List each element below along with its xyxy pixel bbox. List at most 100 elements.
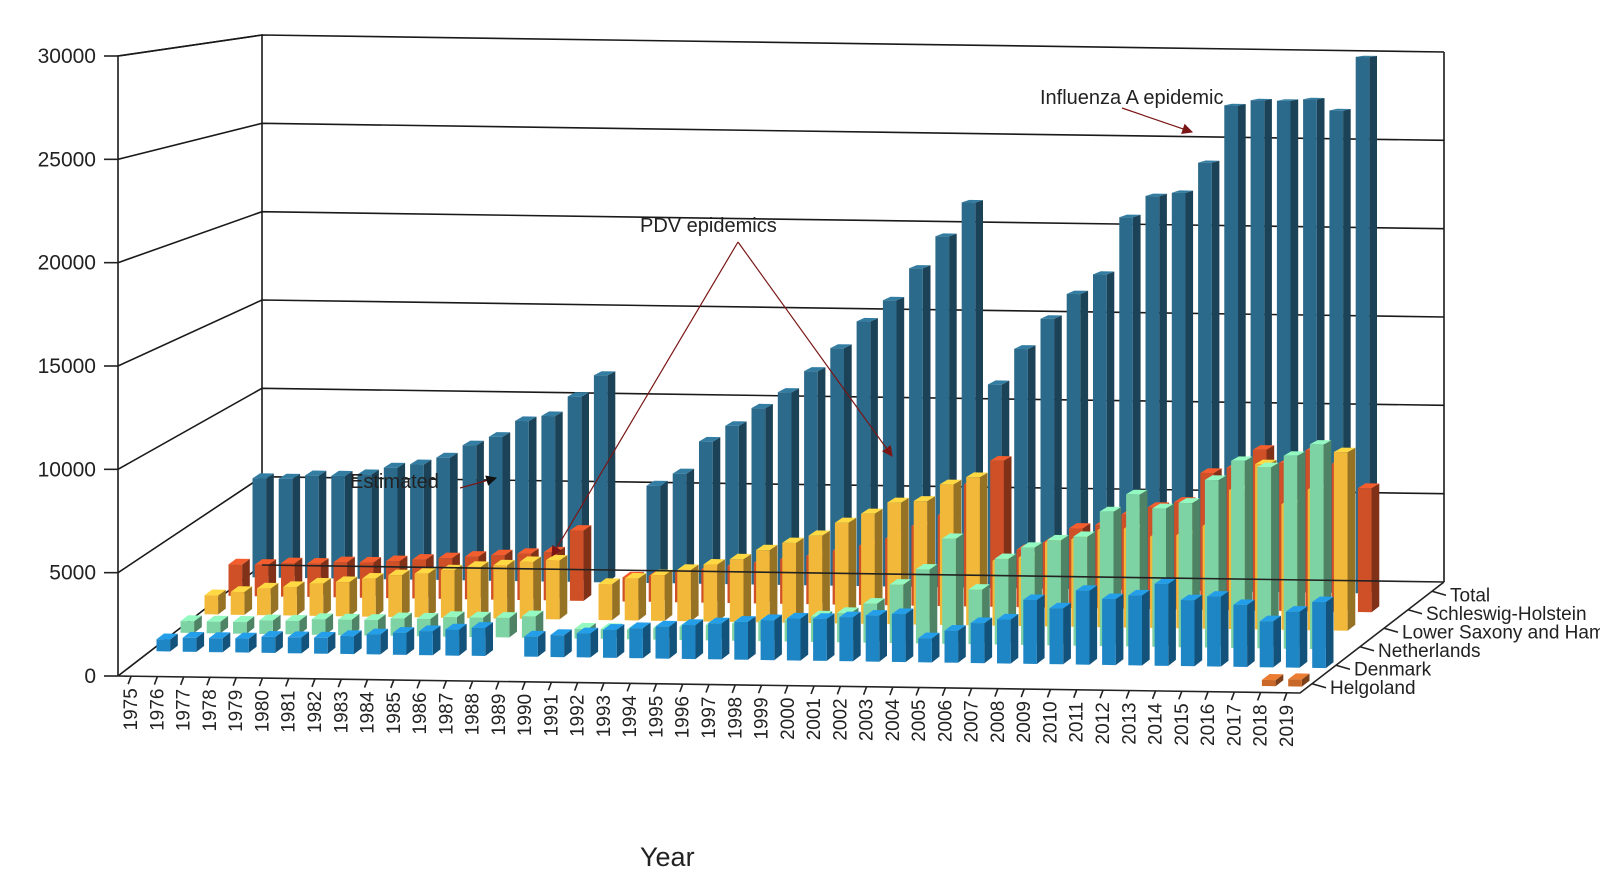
x-tick-mark	[967, 687, 973, 697]
x-tick-label: 2018	[1251, 704, 1272, 746]
x-tick-mark	[153, 676, 159, 685]
bar	[970, 617, 993, 664]
bar	[1180, 594, 1203, 667]
x-tick-label: 2004	[883, 699, 904, 742]
x-tick-label: 2010	[1041, 701, 1062, 743]
x-tick-label: 2002	[830, 698, 851, 740]
bar	[1102, 593, 1124, 666]
x-tick-mark	[836, 686, 842, 695]
pdv-arrow-2002	[737, 241, 893, 457]
x-tick-label: 1999	[752, 697, 773, 739]
bar	[1355, 55, 1377, 594]
bar	[235, 632, 257, 653]
x-tick-mark	[757, 684, 763, 694]
bar	[283, 581, 305, 616]
bar	[703, 559, 725, 622]
floor-back-edge	[261, 564, 1445, 583]
series-denmark	[156, 578, 1334, 669]
x-tick-mark	[1151, 690, 1157, 700]
bar	[204, 589, 226, 615]
x-tick-label: 1995	[647, 696, 668, 738]
bar	[646, 480, 668, 584]
x-tick-mark	[600, 682, 605, 692]
bar	[997, 613, 1019, 664]
bar	[410, 459, 432, 580]
bar	[839, 611, 861, 662]
x-tick-label: 1982	[305, 691, 326, 733]
bar	[942, 533, 964, 644]
x-tick-mark	[127, 675, 132, 685]
bar	[891, 608, 914, 663]
x-axis-ticks: 1975 1976 1977 1978 1979 1980 1981 1982 1983 1984…	[121, 675, 1298, 747]
bar	[1023, 594, 1045, 664]
x-tick-label: 2014	[1146, 702, 1167, 745]
bar	[681, 619, 704, 660]
bar	[1128, 589, 1150, 666]
x-tick-label: 1979	[226, 690, 247, 732]
bar	[230, 586, 253, 615]
bar	[786, 612, 809, 661]
bar	[1288, 673, 1310, 687]
x-tick-label: 1981	[279, 691, 300, 733]
x-tick-mark	[284, 678, 290, 687]
bar	[259, 614, 281, 635]
x-tick-mark	[179, 676, 185, 686]
bar	[209, 632, 231, 653]
bar	[1145, 193, 1167, 591]
x-tick-mark	[311, 678, 316, 688]
pdv-arrow-1992	[551, 241, 739, 557]
x-tick-label: 1977	[174, 689, 195, 731]
x-tick-mark	[810, 685, 815, 695]
x-tick-label: 1987	[436, 693, 457, 735]
bar	[915, 564, 938, 644]
bar	[419, 625, 441, 656]
x-tick-mark	[521, 681, 526, 691]
y-tick-label: 10000	[38, 458, 96, 481]
x-tick-mark	[468, 680, 474, 690]
x-tick-label: 2008	[988, 701, 1009, 743]
bar	[760, 614, 782, 661]
x-tick-label: 1998	[725, 697, 746, 739]
x-tick-label: 2019	[1277, 705, 1298, 747]
bar	[383, 462, 406, 580]
x-tick-mark	[547, 681, 553, 691]
x-tick-mark	[416, 680, 421, 689]
bar	[311, 613, 334, 635]
x-tick-mark	[915, 687, 920, 696]
bar	[331, 470, 353, 579]
x-tick-label: 1996	[673, 696, 694, 738]
estimated-arrow	[459, 475, 498, 489]
x-tick-label: 1986	[410, 692, 431, 734]
x-tick-mark	[784, 685, 789, 694]
x-tick-mark	[258, 677, 264, 687]
axes-layer	[117, 564, 1445, 694]
x-tick-label: 1990	[515, 694, 536, 736]
bar	[1049, 602, 1071, 665]
x-tick-label: 2017	[1224, 704, 1245, 746]
bar	[278, 473, 301, 578]
bar	[156, 633, 178, 652]
gridline	[117, 34, 1445, 57]
bar	[569, 525, 592, 601]
bar	[708, 617, 730, 660]
bar	[392, 627, 415, 655]
annotation-pdv: PDV epidemics	[640, 215, 777, 237]
series-label: Netherlands	[1378, 641, 1480, 662]
x-tick-label: 2000	[778, 698, 799, 740]
bar	[467, 561, 489, 619]
series-label: Lower Saxony and Hamburg	[1402, 622, 1600, 643]
x-tick-label: 2013	[1119, 703, 1140, 745]
bar	[287, 631, 310, 654]
series-tick-mark	[1311, 682, 1327, 689]
bar	[1233, 599, 1255, 667]
x-tick-mark	[363, 679, 369, 688]
bar	[182, 631, 205, 652]
x-tick-label: 1997	[699, 697, 720, 739]
y-axis-ticks: 0 5000 10000 15000 20000 25000 30000	[38, 45, 118, 688]
x-tick-label: 1984	[358, 691, 379, 734]
x-tick-label: 1983	[331, 691, 352, 733]
bar	[524, 630, 546, 657]
x-tick-label: 2003	[857, 699, 878, 741]
bar	[918, 632, 940, 663]
